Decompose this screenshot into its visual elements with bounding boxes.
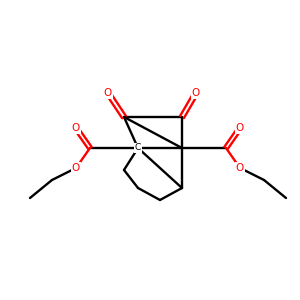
Text: C: C bbox=[135, 143, 141, 152]
Text: O: O bbox=[236, 163, 244, 173]
Text: O: O bbox=[104, 88, 112, 98]
Text: O: O bbox=[72, 123, 80, 133]
Text: O: O bbox=[236, 123, 244, 133]
Text: O: O bbox=[192, 88, 200, 98]
Text: O: O bbox=[72, 163, 80, 173]
